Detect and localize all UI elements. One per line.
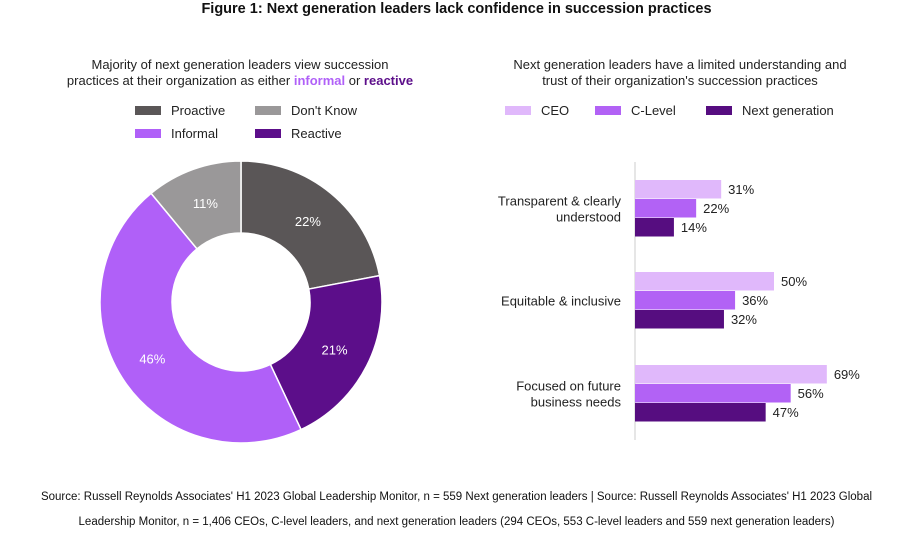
legend-c-level: C-Level	[595, 103, 676, 119]
legend-label-next-generation: Next generation	[742, 103, 834, 118]
legend-label-proactive: Proactive	[171, 103, 226, 118]
bar-chart-title: Next generation leaders have a limited u…	[470, 57, 890, 89]
donut-label-reactive: 21%	[322, 343, 348, 358]
donut-title-reactive: reactive	[363, 73, 414, 88]
legend-swatch-informal	[135, 129, 161, 139]
figure-title: Figure 1: Next generation leaders lack c…	[201, 1, 712, 17]
legend-dont-know: Don't Know	[255, 103, 357, 119]
legend-label-informal: Informal	[171, 126, 218, 141]
legend-next-generation: Next generation	[706, 103, 834, 119]
donut-title-informal: informal	[293, 73, 346, 88]
donut-slice-informal	[99, 192, 303, 444]
legend-ceo: CEO	[505, 103, 569, 119]
legend-label-dont-know: Don't Know	[291, 103, 358, 118]
donut-label-informal: 46%	[139, 351, 165, 366]
donut-slice-reactive	[269, 274, 383, 431]
legend-label-c-level: C-Level	[631, 103, 676, 118]
legend-swatch-proactive	[135, 106, 161, 116]
legend-proactive: Proactive	[135, 103, 225, 119]
legend-swatch-reactive	[255, 129, 281, 139]
source-line-1: Source: Russell Reynolds Associates' H1 …	[40, 491, 873, 503]
donut-slice-don-t-know	[150, 160, 242, 250]
donut-title-or: or	[345, 73, 364, 88]
legend-informal: Informal	[135, 126, 218, 142]
legend-label-ceo: CEO	[541, 103, 570, 118]
donut-label-proactive: 22%	[295, 214, 321, 229]
legend-swatch-c-level	[595, 106, 621, 116]
legend-swatch-dont-know	[255, 106, 281, 116]
donut-title-line2: practices at their organization as eithe…	[30, 73, 450, 89]
donut-title-line1: Majority of next generation leaders view…	[91, 57, 389, 72]
legend-swatch-ceo	[505, 106, 531, 116]
legend-swatch-next-generation	[706, 106, 732, 116]
bar-title-line2: trust of their organization's succession…	[542, 73, 818, 88]
bar-title-line1: Next generation leaders have a limited u…	[513, 57, 847, 72]
donut-chart-title: Majority of next generation leaders view…	[30, 57, 450, 89]
source-line-2: Leadership Monitor, n = 1,406 CEOs, C-le…	[78, 516, 835, 528]
donut-label-don-t-know: 11%	[193, 196, 218, 211]
legend-reactive: Reactive	[255, 126, 342, 142]
donut-title-prefix: practices at their organization as eithe…	[66, 73, 294, 88]
donut-slice-proactive	[240, 160, 381, 290]
legend-label-reactive: Reactive	[291, 126, 342, 141]
